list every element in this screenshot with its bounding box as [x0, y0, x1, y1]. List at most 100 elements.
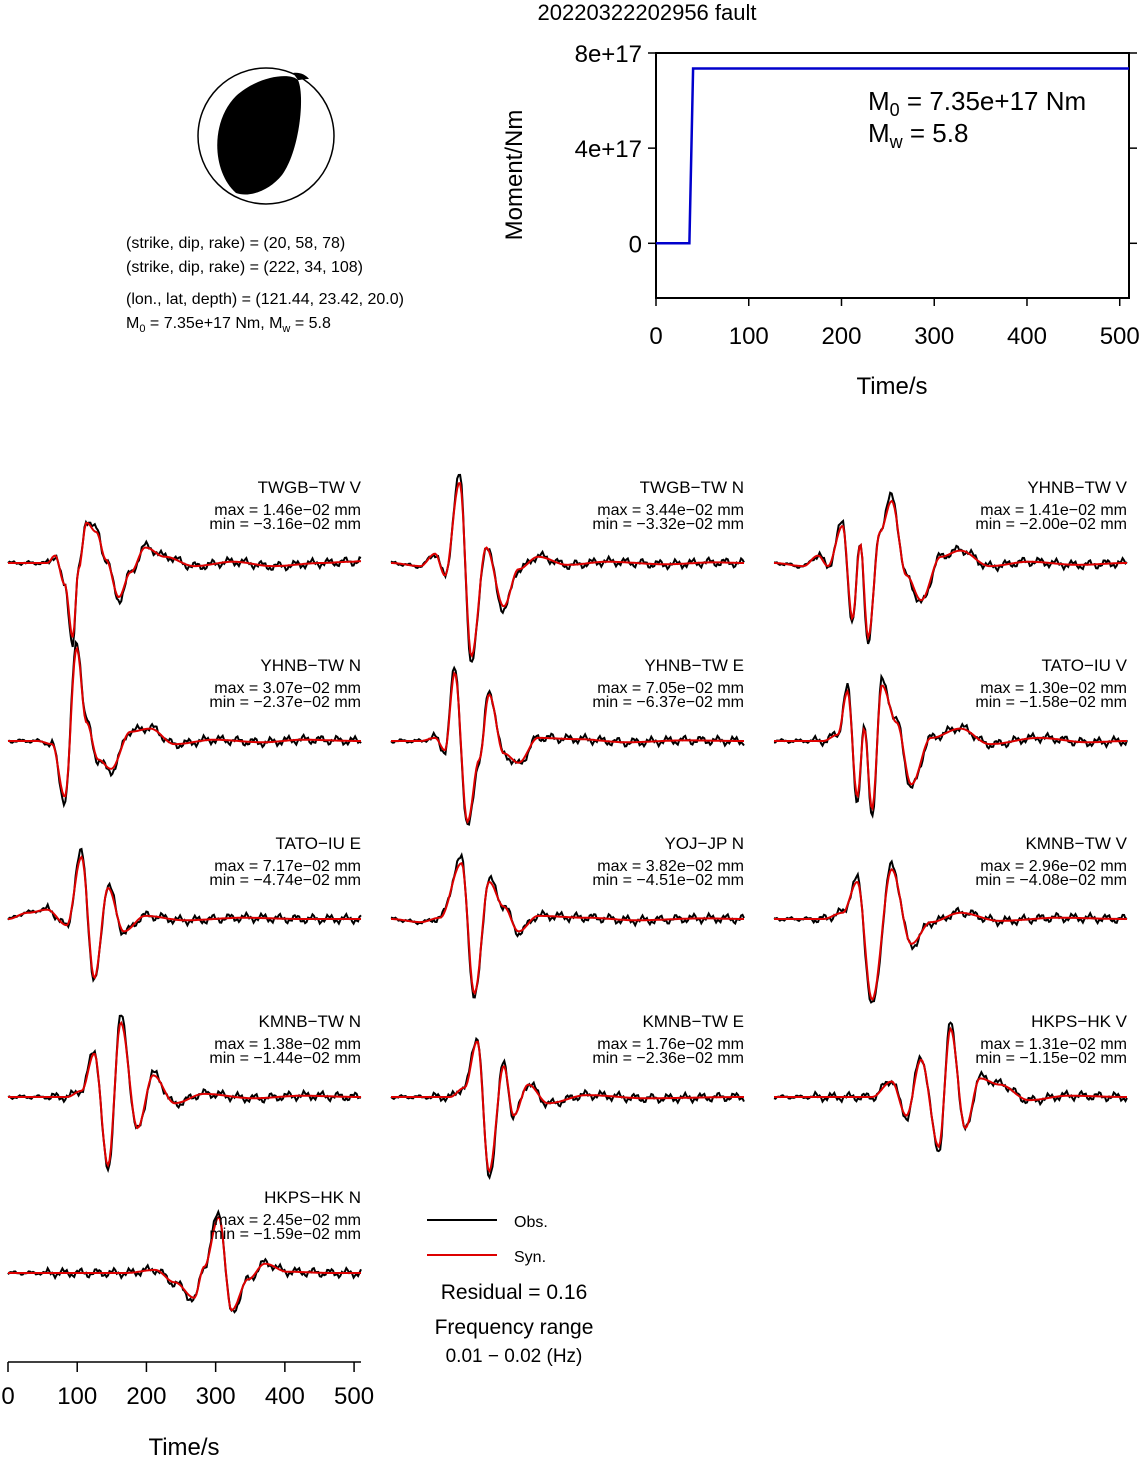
station-label: KMNB−TW E	[642, 1012, 744, 1031]
synthetic-waveform	[774, 868, 1127, 1001]
station-label: TWGB−TW N	[640, 478, 744, 497]
plane2-text: (strike, dip, rake) = (222, 34, 108)	[126, 259, 363, 276]
station-min: min = −6.37e−02 mm	[592, 694, 744, 711]
moment-ylabel: Moment/Nm	[501, 110, 528, 241]
observed-waveform	[390, 1036, 745, 1181]
moment-xtick-label: 200	[821, 323, 861, 350]
waveform-xtick-label: 300	[196, 1383, 236, 1410]
synthetic-waveform	[391, 481, 744, 659]
station-max: max = 7.05e−02 mm	[597, 680, 744, 697]
synthetic-waveform	[8, 646, 361, 798]
legend-obs-label: Obs.	[514, 1214, 548, 1231]
station-min: min = −4.74e−02 mm	[209, 872, 361, 889]
station-label: YHNB−TW N	[260, 656, 361, 675]
station-max: max = 2.45e−02 mm	[214, 1212, 361, 1229]
synthetic-waveform	[7, 855, 361, 980]
synthetic-waveform	[774, 1026, 1127, 1149]
synthetic-waveform	[8, 1215, 361, 1312]
synthetic-waveform	[391, 861, 744, 996]
frequency-label: Frequency range	[435, 1316, 594, 1339]
station-max: max = 1.46e−02 mm	[214, 502, 361, 519]
moment-xtick-label: 500	[1100, 323, 1140, 350]
station-max: max = 2.96e−02 mm	[980, 858, 1127, 875]
station-min: min = −1.44e−02 mm	[209, 1050, 361, 1067]
waveform-time-axis: 0 100 200 300 400 500	[1, 1361, 374, 1410]
station-min: min = −3.32e−02 mm	[592, 516, 744, 533]
moment-text: M0 = 7.35e+17 Nm, Mw = 5.8	[126, 315, 331, 335]
station-min: min = −1.59e−02 mm	[209, 1226, 361, 1243]
figure-title: 20220322202956 fault	[538, 0, 757, 25]
station-max: max = 1.41e−02 mm	[980, 502, 1127, 519]
station-label: TWGB−TW V	[258, 478, 362, 497]
synthetic-waveform	[8, 521, 362, 638]
synthetic-waveform	[774, 499, 1127, 642]
synthetic-waveform	[774, 684, 1127, 812]
location-text: (lon., lat, depth) = (121.44, 23.42, 20.…	[126, 291, 404, 308]
beachball-small-quadrant	[293, 72, 309, 80]
waveform-xtick-label: 100	[57, 1383, 97, 1410]
synthetic-waveform	[391, 671, 744, 824]
observed-waveform	[773, 859, 1128, 1004]
station-label: HKPS−HK N	[264, 1188, 361, 1207]
station-min: min = −3.16e−02 mm	[209, 516, 361, 533]
observed-waveform	[7, 1014, 362, 1173]
station-max: max = 1.30e−02 mm	[980, 680, 1127, 697]
station-max: max = 1.38e−02 mm	[214, 1036, 361, 1053]
waveform-xtick-label: 0	[1, 1383, 14, 1410]
synthetic-waveform	[391, 1040, 744, 1174]
station-max: max = 1.76e−02 mm	[597, 1036, 744, 1053]
waveform-xtick-label: 400	[265, 1383, 305, 1410]
synthetic-waveform	[8, 1020, 361, 1168]
station-label: KMNB−TW V	[1025, 834, 1127, 853]
legend-syn-label: Syn.	[514, 1249, 546, 1266]
station-min: min = −2.37e−02 mm	[209, 694, 361, 711]
moment-xtick-label: 100	[729, 323, 769, 350]
station-label: YHNB−TW E	[644, 656, 744, 675]
station-max: max = 3.07e−02 mm	[214, 680, 361, 697]
moment-rate-chart: 0 100 200 300 400 500 8e+17 4e+17 0 M0 = 7.35e+1…	[501, 41, 1140, 400]
moment-xtick-label: 400	[1007, 323, 1047, 350]
m0-annotation: M0 = 7.35e+17 Nm	[868, 86, 1086, 120]
station-label: TATO−IU V	[1042, 656, 1128, 675]
waveform-xlabel: Time/s	[148, 1434, 219, 1458]
waveform-xtick-label: 200	[126, 1383, 166, 1410]
observed-waveform	[7, 519, 362, 648]
moment-plot-frame	[655, 52, 1130, 299]
beachball-compressional-quadrant	[217, 76, 302, 195]
cumulative-moment-line	[656, 67, 1129, 245]
legend: Obs. Syn.	[427, 1214, 548, 1266]
moment-xtick-label: 0	[649, 323, 662, 350]
mw-annotation: Mw = 5.8	[868, 118, 968, 152]
station-min: min = −4.51e−02 mm	[592, 872, 744, 889]
waveform-xtick-label: 500	[334, 1383, 374, 1410]
residual-text: Residual = 0.16	[441, 1281, 588, 1304]
station-label: TATO−IU E	[276, 834, 362, 853]
station-min: min = −1.58e−02 mm	[975, 694, 1127, 711]
station-label: KMNB−TW N	[259, 1012, 361, 1031]
station-min: min = −1.15e−02 mm	[975, 1050, 1127, 1067]
station-min: min = −2.00e−02 mm	[975, 516, 1127, 533]
station-label: YHNB−TW V	[1027, 478, 1127, 497]
moment-xlabel: Time/s	[856, 373, 927, 400]
station-label: HKPS−HK V	[1031, 1012, 1128, 1031]
station-label: YOJ−JP N	[664, 834, 744, 853]
moment-xtick-label: 300	[914, 323, 954, 350]
moment-ytick-label: 4e+17	[575, 136, 642, 163]
station-min: min = −2.36e−02 mm	[592, 1050, 744, 1067]
frequency-value: 0.01 − 0.02 (Hz)	[446, 1346, 583, 1367]
station-max: max = 7.17e−02 mm	[214, 858, 361, 875]
